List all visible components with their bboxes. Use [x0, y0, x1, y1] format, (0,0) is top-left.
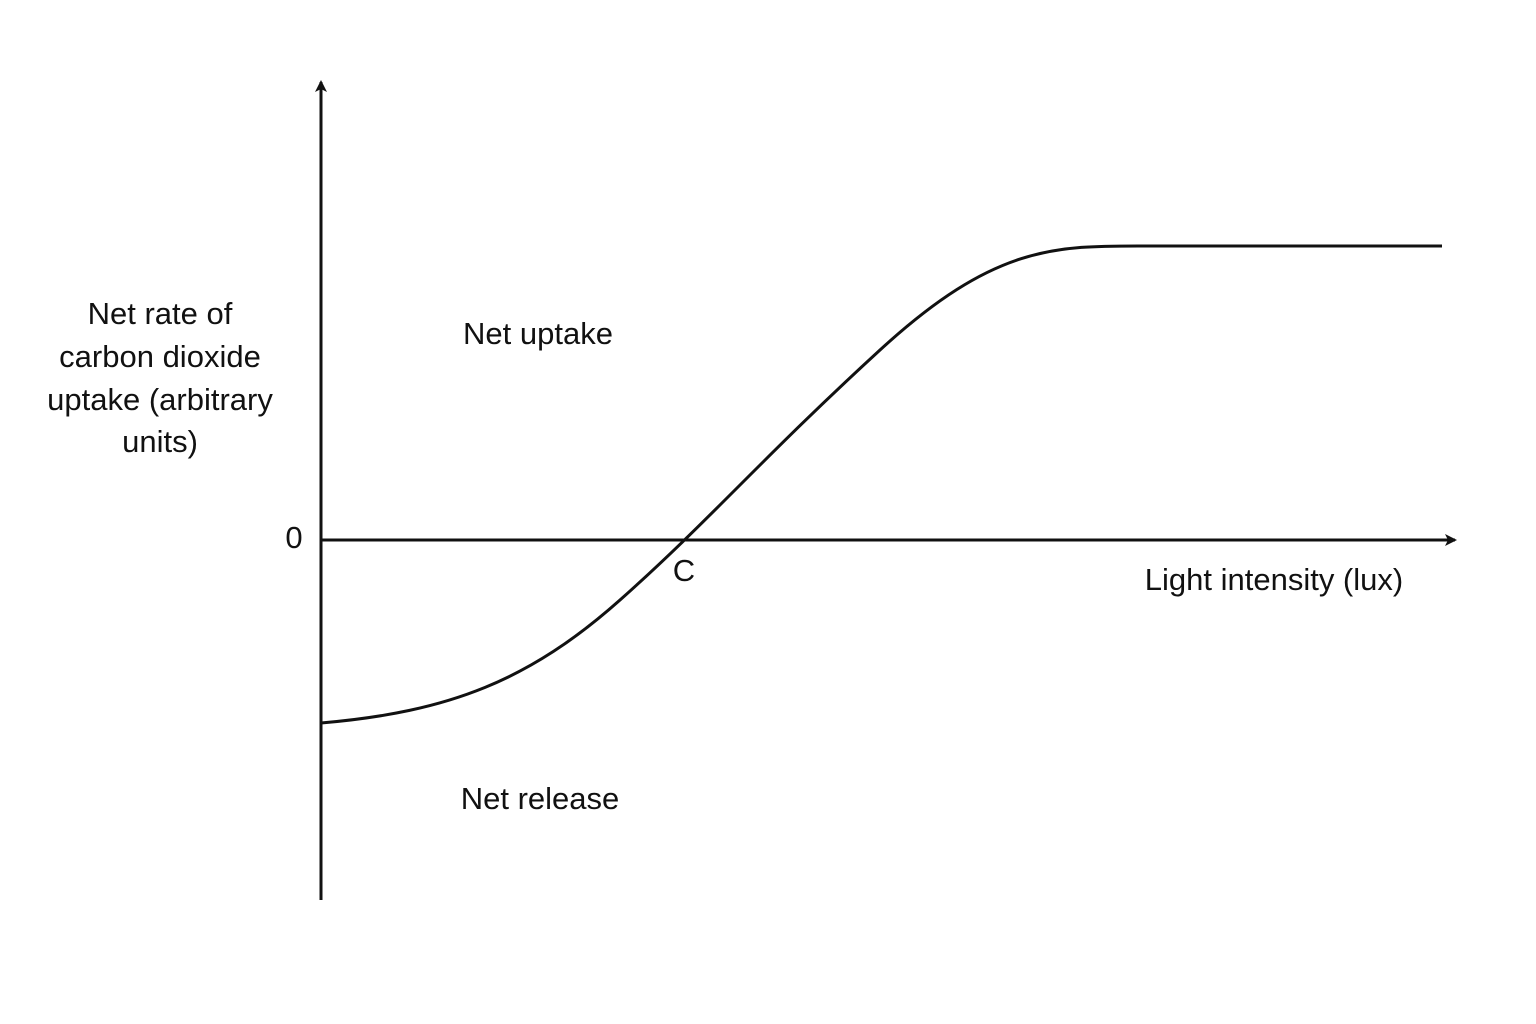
region-label: Net uptake [463, 316, 613, 351]
y-axis-label: units) [122, 424, 198, 459]
y-axis-label: Net rate of [88, 296, 233, 331]
zero-label: 0 [285, 520, 302, 555]
y-axis-label: uptake (arbitrary [47, 382, 273, 417]
y-axis-label: carbon dioxide [59, 339, 261, 374]
x-axis-label: Light intensity (lux) [1145, 562, 1403, 597]
region-label: Net release [461, 781, 620, 816]
point-label: C [673, 553, 695, 588]
curve [320, 244, 1442, 725]
